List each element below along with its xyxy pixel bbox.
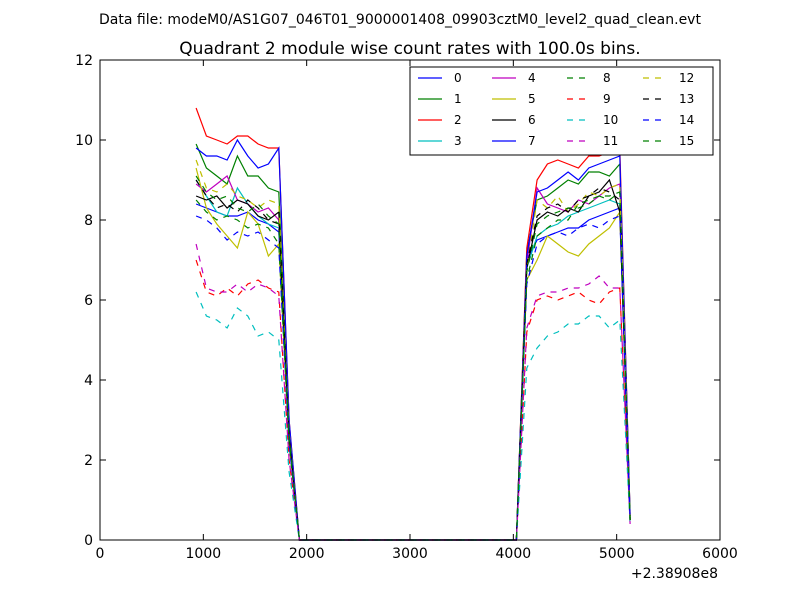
legend-frame	[409, 66, 714, 156]
legend-label-9: 9	[603, 92, 611, 106]
x-tick-label: 0	[96, 546, 105, 562]
legend-label-0: 0	[454, 71, 462, 85]
series-line-0	[195, 203, 631, 541]
chart-title: Quadrant 2 module wise count rates with …	[179, 39, 640, 59]
legend-label-15: 15	[679, 134, 694, 148]
series-line-8	[195, 191, 631, 541]
x-tick-label: 5000	[599, 546, 635, 562]
x-tick-label: 2000	[289, 546, 325, 562]
x-tick-label: 1000	[186, 546, 222, 562]
legend-label-8: 8	[603, 71, 611, 85]
series-line-4	[195, 175, 631, 541]
y-tick-label: 0	[84, 533, 93, 549]
legend-label-13: 13	[679, 92, 694, 106]
y-tick-label: 8	[84, 213, 93, 229]
series-line-15	[195, 175, 631, 541]
y-tick-label: 6	[84, 293, 93, 309]
legend-label-2: 2	[454, 113, 462, 127]
x-tick-label: 3000	[392, 546, 428, 562]
legend-label-14: 14	[679, 113, 694, 127]
legend-label-5: 5	[528, 92, 536, 106]
legend-label-12: 12	[679, 71, 694, 85]
y-tick-label: 2	[84, 453, 93, 469]
series-line-2	[195, 107, 631, 541]
series-line-10	[195, 291, 631, 541]
chart-suptitle: Data file: modeM0/AS1G07_046T01_90000014…	[99, 12, 701, 28]
y-tick-label: 10	[75, 133, 93, 149]
legend-label-7: 7	[528, 134, 536, 148]
series-line-1	[195, 143, 631, 541]
series-line-7	[195, 138, 631, 541]
series-line-11	[195, 243, 631, 541]
x-tick-label: 6000	[702, 546, 738, 562]
y-tick-label: 4	[84, 373, 93, 389]
legend-label-4: 4	[528, 71, 536, 85]
legend-label-1: 1	[454, 92, 462, 106]
legend-label-11: 11	[603, 134, 618, 148]
x-offset-label: +2.38908e8	[631, 566, 718, 582]
legend-label-10: 10	[603, 113, 618, 127]
series-line-9	[195, 259, 631, 541]
series-line-5	[195, 167, 631, 541]
y-tick-label: 12	[75, 53, 93, 69]
legend-label-3: 3	[454, 134, 462, 148]
legend-label-6: 6	[528, 113, 536, 127]
series-line-14	[195, 215, 631, 541]
x-tick-label: 4000	[496, 546, 532, 562]
series-group	[195, 107, 631, 541]
